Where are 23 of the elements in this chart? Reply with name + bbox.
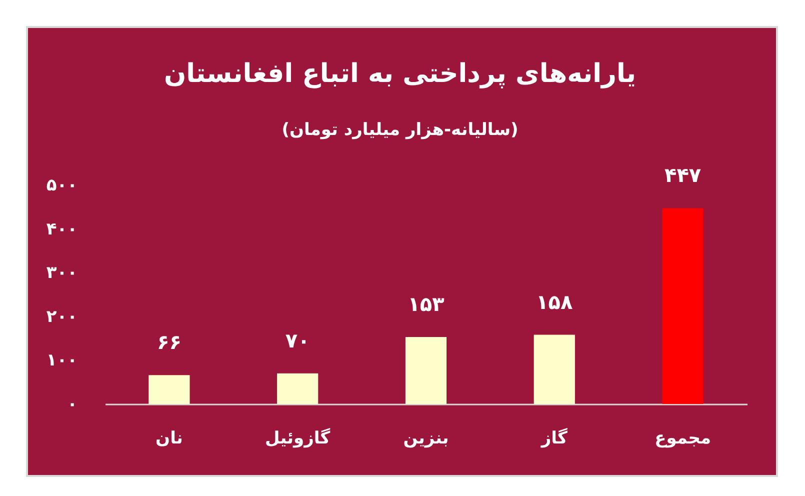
- bar: [277, 373, 318, 404]
- bar: [662, 208, 704, 404]
- data-label: ۶۶: [156, 330, 182, 354]
- x-tick-label: گازوئیل: [265, 428, 330, 448]
- bar: [405, 336, 447, 404]
- bar: [534, 334, 575, 404]
- y-tick-label: ۳۰۰: [46, 263, 78, 284]
- data-label: ۴۴۷: [664, 163, 702, 188]
- y-tick-label: ۴۰۰: [46, 219, 78, 240]
- data-label: ۱۵۸: [536, 290, 573, 314]
- data-label: ۷۰: [285, 328, 310, 352]
- bar: [148, 375, 190, 404]
- x-tick-label: بنزین: [403, 428, 449, 448]
- x-tick-label: گاز: [540, 428, 568, 448]
- y-tick-label: ۲۰۰: [46, 306, 78, 327]
- y-tick-label: ۵۰۰: [46, 176, 78, 196]
- chart-subtitle: (سالیانه-هزار میلیارد تومان): [282, 120, 518, 140]
- x-tick-label: نان: [156, 428, 183, 448]
- chart-title: یارانه‌های پرداختی به اتباع افغانستان: [164, 59, 636, 89]
- y-tick-label: ۰: [67, 394, 78, 414]
- x-tick-label: مجموع: [654, 428, 712, 448]
- data-label: ۱۵۳: [408, 292, 444, 316]
- y-tick-label: ۱۰۰: [46, 350, 78, 371]
